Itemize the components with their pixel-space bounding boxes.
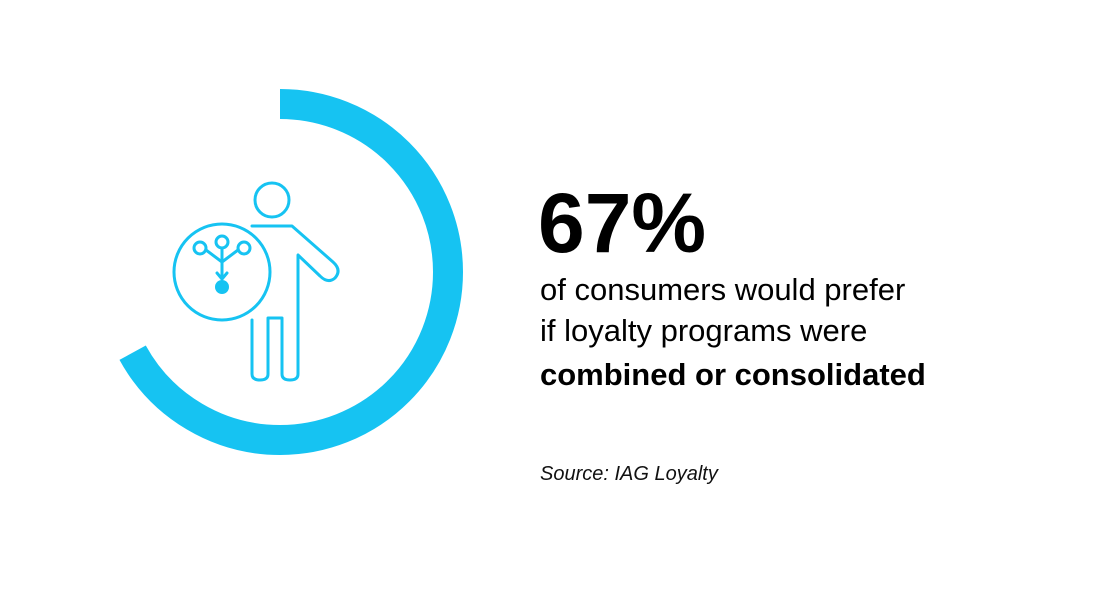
person-icon	[172, 181, 340, 382]
source: Source: IAG Loyalty	[540, 463, 719, 485]
progress-arc	[97, 89, 463, 455]
stat-text: if loyalty programs were	[540, 313, 867, 348]
ring-group	[97, 89, 463, 455]
stat-value: 67%	[538, 176, 706, 270]
stat-text: of consumers would prefer	[540, 272, 905, 307]
stat-emphasis: combined or consolidated	[540, 357, 926, 392]
